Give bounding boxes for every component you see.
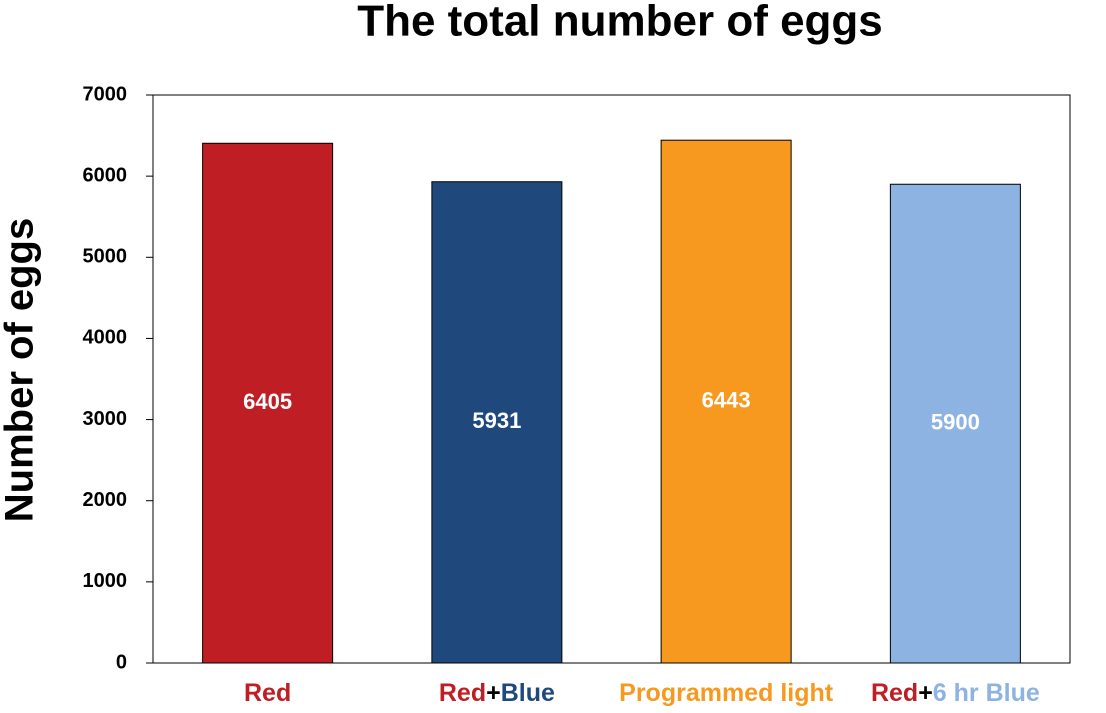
bar [889, 183, 1021, 664]
y-tick-label: 0 [116, 651, 127, 673]
chart-title: The total number of eggs [357, 0, 883, 46]
y-tick-label: 6000 [83, 164, 128, 186]
x-tick-label-part: Blue [501, 679, 555, 707]
x-tick-label-part: Programmed light [619, 679, 834, 707]
x-tick-label: Red [244, 679, 291, 707]
x-tick-label-part: + [918, 679, 933, 707]
x-tick-label-part: Red [244, 679, 291, 707]
y-tick-label: 1000 [83, 570, 128, 592]
plot-frame [152, 94, 1071, 664]
value-label: 6443 [702, 387, 751, 412]
x-tick-label-part: Red [871, 679, 918, 707]
y-tick-label: 3000 [83, 408, 128, 430]
y-tick-label: 7000 [83, 83, 128, 105]
bar [202, 142, 334, 664]
y-axis-label: Number of eggs [0, 218, 42, 522]
bar [431, 181, 563, 664]
y-tick-label: 5000 [83, 246, 128, 268]
x-tick-label: Programmed light [619, 679, 834, 707]
bar [660, 139, 792, 664]
y-tick-label: 4000 [83, 327, 128, 349]
x-tick-label-part: + [486, 679, 501, 707]
x-tick-label: Red+6 hr Blue [871, 679, 1040, 707]
value-label: 5931 [472, 408, 521, 433]
value-label: 6405 [243, 389, 292, 414]
x-tick-label-part: Red [439, 679, 486, 707]
value-label: 5900 [931, 409, 980, 434]
x-tick-label-part: 6 hr Blue [933, 679, 1040, 707]
x-tick-label: Red+Blue [439, 679, 555, 707]
y-tick-label: 2000 [83, 489, 128, 511]
